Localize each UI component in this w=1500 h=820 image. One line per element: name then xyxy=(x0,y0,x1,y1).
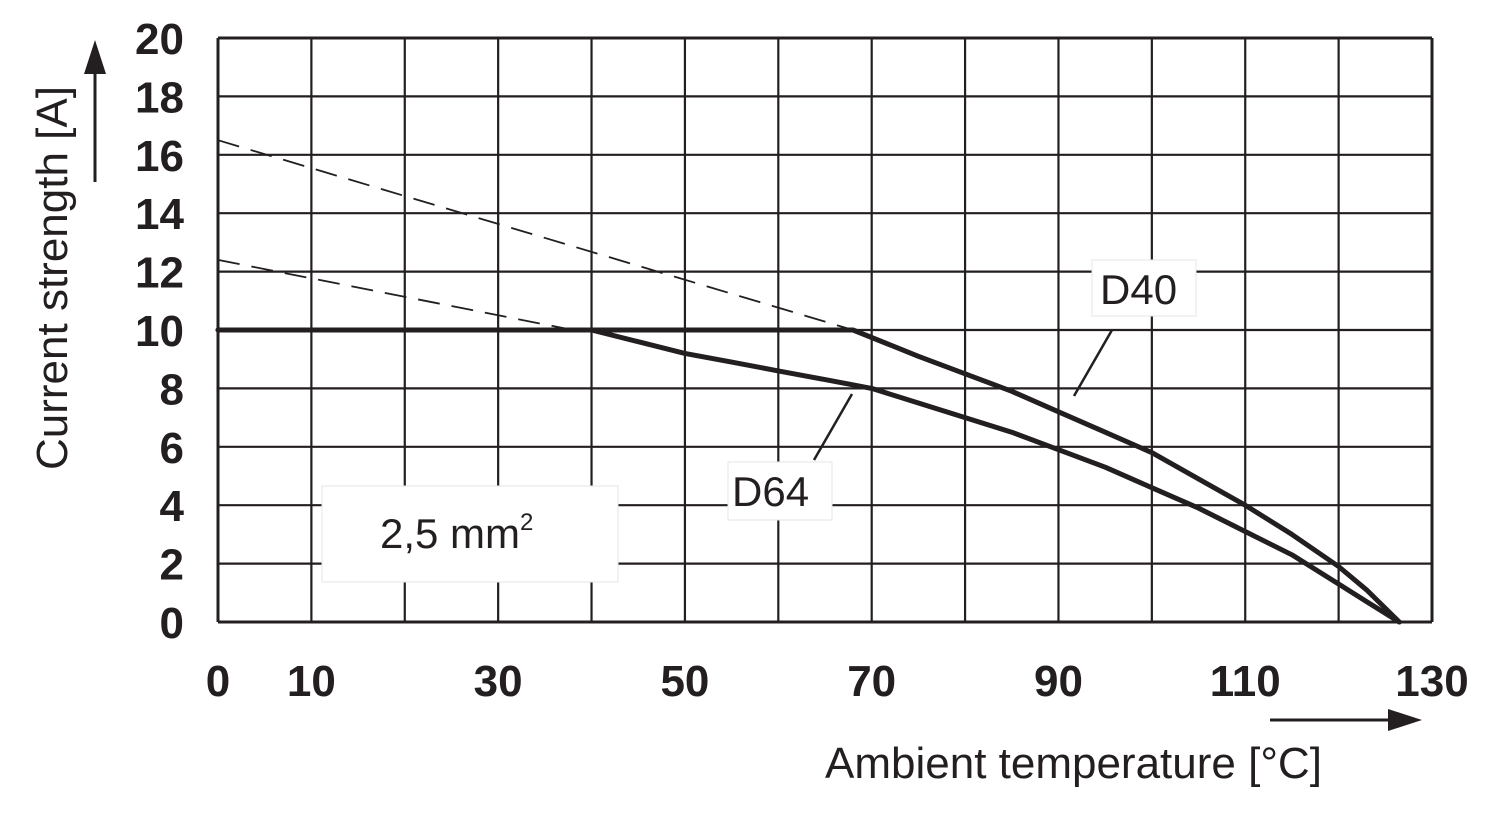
x-tick-0: 0 xyxy=(206,657,230,706)
tick-labels: 0 10 30 50 70 90 110 130 0 2 4 6 8 10 12 14 16 18 20 xyxy=(135,15,1469,706)
d40-label-box xyxy=(1091,259,1197,317)
cross-section-label: 2,5 mm xyxy=(380,510,520,557)
y-tick-14: 14 xyxy=(135,190,184,239)
d40-leader-line xyxy=(1072,329,1114,397)
d64-label-box xyxy=(727,461,833,521)
x-tick-70: 70 xyxy=(847,657,896,706)
y-tick-10: 10 xyxy=(135,307,184,356)
y-tick-4: 4 xyxy=(160,482,185,531)
x-tick-10: 10 xyxy=(287,657,336,706)
cross-section-note: 2,5 mm2 xyxy=(321,485,619,583)
d64-leader-line xyxy=(812,393,854,461)
x-tick-90: 90 xyxy=(1034,657,1083,706)
legend-d40: D40 xyxy=(1100,266,1177,313)
y-tick-16: 16 xyxy=(135,132,184,181)
y-tick-12: 12 xyxy=(135,249,184,298)
series-d64-line xyxy=(215,327,1402,625)
series-labels: D40 D64 xyxy=(727,259,1197,521)
y-tick-20: 20 xyxy=(135,15,184,64)
x-tick-130: 130 xyxy=(1395,657,1468,706)
y-tick-8: 8 xyxy=(160,365,184,414)
x-tick-50: 50 xyxy=(660,657,709,706)
x-axis-label: Ambient temperature [°C] xyxy=(825,739,1322,788)
x-tick-110: 110 xyxy=(1210,657,1281,706)
legend-d64: D64 xyxy=(732,468,809,515)
svg-text:2,5 mm2: 2,5 mm2 xyxy=(380,509,533,557)
y-tick-6: 6 xyxy=(160,424,184,473)
y-axis-arrowhead xyxy=(84,40,106,74)
y-tick-2: 2 xyxy=(160,541,184,590)
grid xyxy=(216,36,1434,624)
y-axis-label: Current strength [A] xyxy=(28,86,77,470)
series-d40-line xyxy=(215,327,1402,625)
y-tick-0: 0 xyxy=(160,599,184,648)
curves xyxy=(215,139,1402,625)
x-axis-arrowhead xyxy=(1388,709,1422,731)
axes-arrows: Current strength [A] Ambient temperature… xyxy=(28,40,1422,788)
series-d64-extrapolation xyxy=(217,259,574,331)
cross-section-superscript: 2 xyxy=(520,509,533,536)
y-tick-18: 18 xyxy=(135,73,184,122)
x-tick-30: 30 xyxy=(474,657,523,706)
series-d40-extrapolation xyxy=(217,139,854,331)
